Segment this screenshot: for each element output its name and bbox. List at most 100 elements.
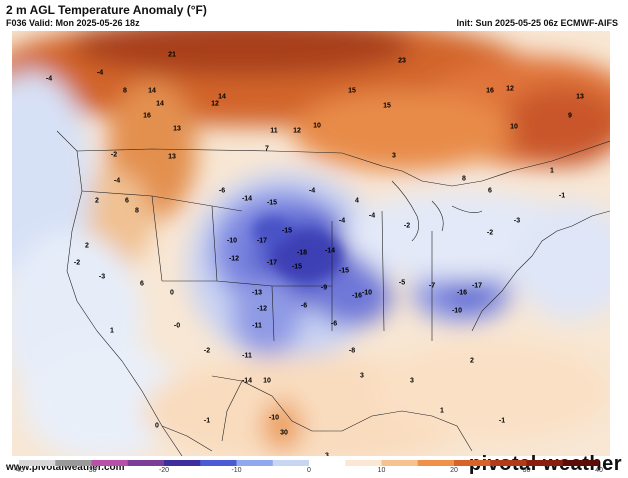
anomaly-value: -4 — [338, 217, 346, 225]
anomaly-value: 14 — [218, 93, 226, 101]
anomaly-value: 8 — [462, 175, 466, 183]
anomaly-value: 4 — [355, 197, 359, 205]
anomaly-value: -8 — [348, 347, 356, 355]
anomaly-value: -15 — [266, 199, 278, 207]
anomaly-value: -12 — [256, 305, 268, 313]
colorbar-segment — [381, 460, 419, 466]
colorbar-segment — [236, 460, 274, 466]
colorbar-segment — [417, 460, 455, 466]
colorbar-tick-label: -30 — [86, 467, 97, 474]
colorbar-tick-label: 0 — [307, 467, 311, 474]
anomaly-value: -0 — [173, 322, 181, 330]
colorbar-segment — [345, 460, 382, 466]
anomaly-value: -6 — [330, 320, 338, 328]
anomaly-map[interactable]: -4 -4 21 8 14 14 12 14 16 13 10 11 12 15 15 16 12 13 10 9 23… — [12, 31, 610, 456]
anomaly-value: 3 — [410, 377, 414, 385]
anomaly-value: 14 — [148, 87, 156, 95]
colorbar-segment — [127, 460, 165, 466]
anomaly-value: 16 — [486, 87, 494, 95]
init-time: Init: Sun 2025-05-25 06z ECMWF-AIFS — [456, 18, 618, 28]
anomaly-value: -17 — [266, 259, 278, 267]
anomaly-value: 14 — [156, 100, 164, 108]
anomaly-value: -14 — [324, 247, 336, 255]
anomaly-value: -18 — [296, 249, 308, 257]
colorbar-tick-label: 30 — [522, 467, 531, 474]
anomaly-value: -1 — [203, 417, 211, 425]
colorbar-tick-label: 10 — [377, 467, 386, 474]
chart-title: 2 m AGL Temperature Anomaly (°F) — [6, 3, 207, 17]
anomaly-value: -17 — [256, 237, 268, 245]
anomaly-value: -9 — [320, 284, 328, 292]
site-url[interactable]: www.pivotalweather.com — [6, 462, 125, 473]
anomaly-value: 1 — [440, 407, 444, 415]
anomaly-value: 12 — [293, 127, 301, 135]
colorbar-ticks: -40 -30 -20 -10 0 10 20 30 40 — [0, 467, 628, 477]
anomaly-value: 12 — [211, 100, 219, 108]
anomaly-value: 3 — [325, 452, 329, 457]
anomaly-value: -1 — [498, 417, 506, 425]
anomaly-value: -4 — [113, 177, 121, 185]
anomaly-value: 11 — [270, 127, 278, 135]
colorbar-tick-label: -10 — [231, 467, 242, 474]
anomaly-value: 6 — [140, 280, 144, 288]
anomaly-value: 8 — [135, 207, 139, 215]
anomaly-value: -6 — [300, 302, 308, 310]
anomaly-value: -15 — [291, 263, 303, 271]
anomaly-value: -17 — [471, 282, 483, 290]
anomaly-value: -11 — [252, 322, 262, 330]
anomaly-value: 15 — [348, 87, 356, 95]
anomaly-value: 3 — [392, 152, 396, 160]
colorbar-segment — [164, 460, 201, 466]
anomaly-value: 0 — [170, 289, 174, 297]
colorbar-segment — [200, 460, 237, 466]
colorbar-segment — [55, 460, 92, 466]
colorbar-segment — [526, 460, 564, 466]
anomaly-value: 12 — [506, 85, 514, 93]
anomaly-value: 10 — [313, 122, 321, 130]
anomaly-value: -11 — [242, 352, 252, 360]
anomaly-value: -10 — [451, 307, 463, 315]
anomaly-value: -10 — [361, 289, 373, 297]
anomaly-value: -14 — [241, 377, 253, 385]
anomaly-value: -16 — [351, 292, 363, 300]
anomaly-value: 9 — [568, 112, 572, 120]
colorbar-tick-label: 20 — [450, 467, 458, 474]
anomaly-value: 3 — [360, 372, 364, 380]
anomaly-value: -10 — [268, 414, 280, 422]
anomaly-value: -4 — [368, 212, 376, 220]
anomaly-value: 30 — [280, 429, 288, 437]
anomaly-value: -2 — [486, 229, 494, 237]
anomaly-value: 6 — [125, 197, 129, 205]
anomaly-value: -4 — [96, 69, 104, 77]
anomaly-value: -2 — [403, 222, 411, 230]
anomaly-value: -4 — [308, 187, 316, 195]
anomaly-value: 16 — [143, 112, 151, 120]
anomaly-value: 2 — [470, 357, 474, 365]
colorbar — [19, 460, 599, 466]
colorbar-tick-label: -40 — [13, 467, 25, 474]
colorbar-tick-label: 40 — [595, 467, 603, 474]
anomaly-value: -14 — [241, 195, 253, 203]
anomaly-value: -16 — [456, 289, 468, 297]
anomaly-value: 10 — [510, 123, 518, 131]
anomaly-value: 7 — [265, 145, 269, 153]
anomaly-value: 0 — [155, 422, 159, 430]
anomaly-value: -3 — [513, 217, 521, 225]
anomaly-value: -2 — [110, 151, 118, 159]
anomaly-value: 1 — [550, 167, 554, 175]
anomaly-value: 13 — [173, 125, 181, 133]
anomaly-value: -12 — [228, 255, 240, 263]
anomaly-value: -6 — [218, 187, 226, 195]
anomaly-value: -2 — [203, 347, 211, 355]
anomaly-value: -7 — [428, 282, 436, 290]
anomaly-value: 10 — [263, 377, 271, 385]
anomaly-value: -15 — [338, 267, 350, 275]
anomaly-value: -5 — [398, 279, 406, 287]
anomaly-value: -2 — [73, 259, 81, 267]
anomaly-value: 21 — [168, 51, 176, 59]
anomaly-value: -1 — [558, 192, 566, 200]
colorbar-segment — [309, 460, 346, 466]
anomaly-value: -4 — [45, 75, 53, 83]
valid-time: F036 Valid: Mon 2025-05-26 18z — [6, 18, 140, 28]
colorbar-segment — [454, 460, 491, 466]
